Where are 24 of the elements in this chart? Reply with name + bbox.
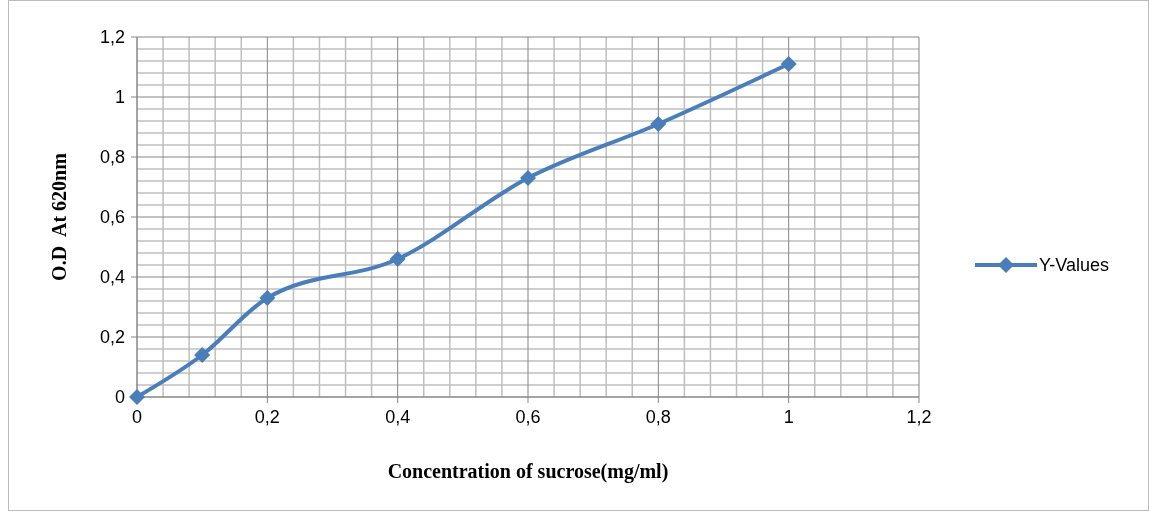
point bbox=[129, 389, 145, 405]
x-tick-label: 0,4 bbox=[385, 407, 411, 427]
x-tick-label: 1,2 bbox=[906, 407, 932, 427]
point bbox=[780, 56, 797, 72]
point bbox=[520, 170, 536, 186]
x-tick-label: 0,8 bbox=[645, 407, 671, 427]
y-tick-label: 1,2 bbox=[99, 27, 125, 47]
x-tick-label: 0,6 bbox=[515, 407, 541, 427]
x-tick-label: 0 bbox=[131, 407, 143, 427]
y-tick-label: 0,2 bbox=[99, 327, 125, 347]
x-axis-title: Concentration of sucrose(mg/ml) bbox=[387, 460, 669, 483]
y-tick-label: 0,6 bbox=[99, 207, 125, 227]
point bbox=[650, 116, 667, 132]
x-tick-label: 0,2 bbox=[254, 407, 280, 427]
x-tick-label: 1 bbox=[783, 407, 794, 427]
point bbox=[389, 251, 406, 267]
y-tick-label: 1 bbox=[114, 87, 125, 107]
point bbox=[194, 347, 211, 363]
point bbox=[259, 290, 276, 306]
y-axis-title: O.D At 620nm bbox=[48, 152, 70, 281]
legend-label: Y-Values bbox=[1039, 255, 1110, 275]
y-tick-label: 0,8 bbox=[99, 147, 125, 167]
y-tick-label: 0,4 bbox=[99, 267, 125, 287]
y-tick-label: 0 bbox=[114, 387, 125, 407]
